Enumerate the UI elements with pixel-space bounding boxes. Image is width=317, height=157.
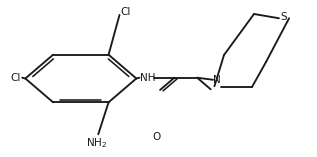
Text: NH: NH [140,73,155,83]
Text: S: S [281,12,287,22]
Text: O: O [153,132,161,142]
Text: NH$_2$: NH$_2$ [86,136,107,150]
Text: Cl: Cl [120,7,130,17]
Text: N: N [213,75,221,85]
Text: Cl: Cl [10,73,21,83]
